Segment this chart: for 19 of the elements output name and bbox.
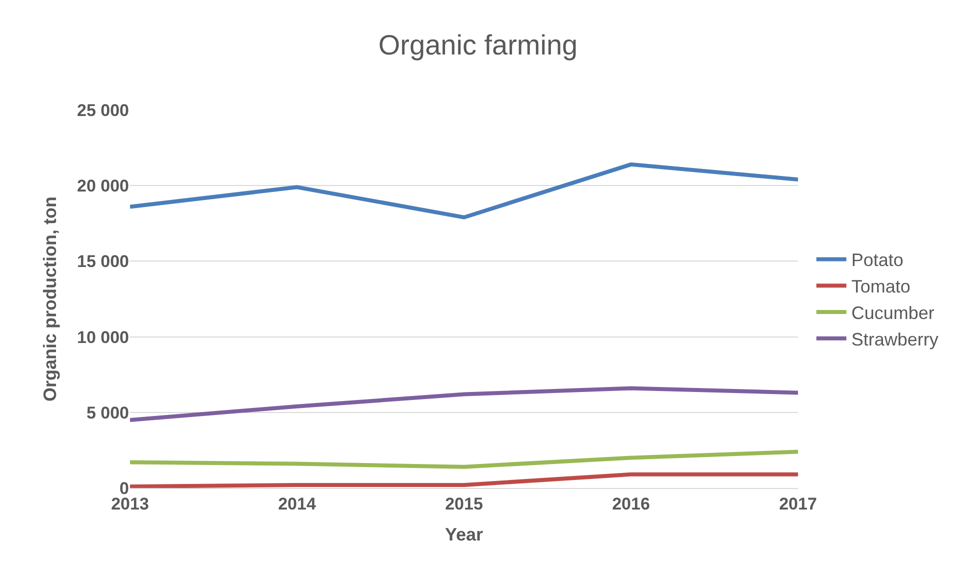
x-tick-label: 2014 [278,494,316,514]
y-axis-title: Organic production, ton [40,196,60,402]
y-tick-label: 5 000 [86,403,129,422]
x-axis-title: Year [444,524,484,544]
y-tick-label: 10 000 [77,328,129,347]
x-tick-label: 2016 [612,494,650,514]
chart-title: Organic farming [378,30,578,61]
legend-label: Cucumber [851,303,934,324]
x-tick-label: 2017 [779,494,817,514]
legend-label: Potato [851,250,904,270]
y-tick-label: 20 000 [77,176,129,196]
x-tick-label: 2015 [445,494,483,514]
line-series [130,450,798,469]
legend-label: Tomato [851,276,910,297]
line-series [130,162,798,220]
y-tick-label: 25 000 [77,100,129,120]
legend-label: Strawberry [851,329,938,350]
y-tick-label: 15 000 [77,252,129,272]
line-series [130,386,798,422]
